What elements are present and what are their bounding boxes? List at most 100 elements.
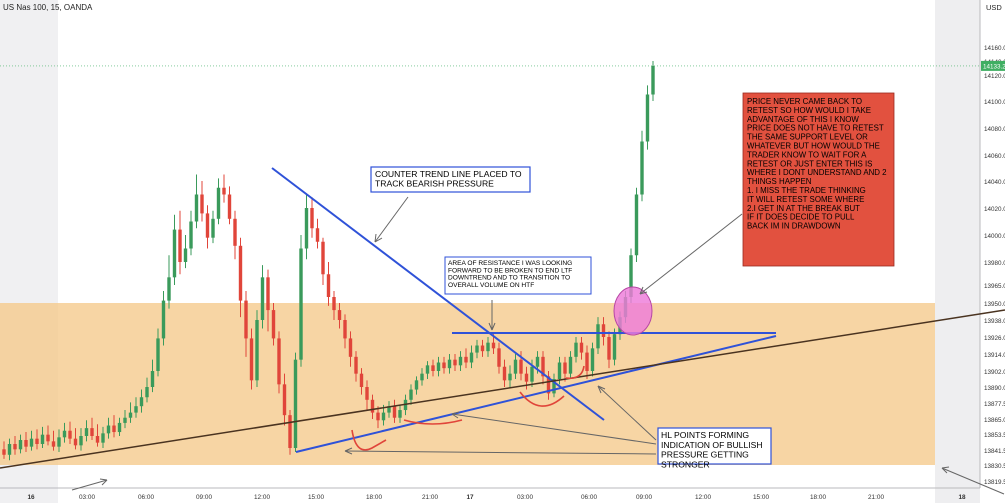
- candle: [453, 354, 457, 371]
- candle-body: [530, 366, 534, 382]
- candle: [387, 401, 391, 418]
- candle-body: [101, 433, 105, 443]
- candle: [607, 331, 611, 369]
- candle: [123, 410, 127, 429]
- candle-body: [216, 187, 221, 219]
- candle: [7, 438, 12, 461]
- candle: [420, 368, 424, 386]
- candle: [343, 314, 347, 349]
- price-tick-label: 13853.5: [984, 432, 1005, 439]
- hl-curve-2: [403, 419, 463, 425]
- candle: [106, 417, 111, 439]
- candle-body: [211, 218, 215, 238]
- time-tick-label: 21:00: [422, 494, 438, 501]
- price-tick-label: 14100.0: [984, 99, 1005, 106]
- candle: [579, 337, 584, 360]
- candle-body: [469, 352, 474, 363]
- candle-body: [238, 245, 243, 301]
- candle-body: [156, 338, 160, 371]
- candle-body: [365, 387, 369, 400]
- candle: [502, 359, 507, 387]
- candle-body: [458, 356, 463, 366]
- time-tick-label: 03:00: [517, 494, 533, 501]
- annotation-arrows: [71, 196, 1005, 495]
- candle-body: [464, 356, 468, 363]
- candle-body: [596, 324, 600, 349]
- candle-body: [651, 65, 655, 95]
- time-tick-label: 15:00: [308, 494, 324, 501]
- candle-body: [491, 342, 496, 349]
- candle: [57, 429, 61, 453]
- arrow-hl-2: [451, 413, 657, 445]
- time-tick-label: 09:00: [636, 494, 652, 501]
- htf-trend-line[interactable]: [0, 309, 1005, 469]
- candle: [260, 265, 265, 329]
- question-note[interactable]: PRICE NEVER CAME BACK TO RETEST SO HOW WO…: [742, 92, 895, 267]
- candle-body: [117, 422, 122, 433]
- candle: [651, 61, 655, 101]
- candle: [541, 351, 545, 385]
- candle-body: [519, 359, 523, 374]
- currency-label: USD: [986, 3, 1002, 12]
- candle-body: [139, 397, 144, 407]
- candle-body: [310, 208, 314, 229]
- candle: [563, 356, 567, 382]
- candle: [365, 380, 369, 411]
- price-tick-label: 13950.0: [984, 301, 1005, 308]
- candle: [293, 352, 298, 453]
- candle-body: [629, 255, 633, 297]
- candle: [475, 339, 479, 359]
- candle: [29, 430, 34, 451]
- candle: [178, 210, 182, 275]
- candle-body: [194, 194, 199, 222]
- time-tick-label: 17: [466, 494, 474, 501]
- candle-body: [359, 373, 364, 387]
- candle-body: [172, 229, 177, 278]
- candle: [117, 417, 122, 436]
- price-axis[interactable]: 14160.014140.014120.014100.014080.014060…: [984, 45, 1005, 486]
- price-tick-label: 13980.0: [984, 260, 1005, 267]
- right-shaded-session: [935, 0, 980, 503]
- candle-body: [282, 384, 287, 416]
- candle-body: [112, 425, 116, 433]
- candle: [464, 348, 468, 369]
- candle-body: [90, 428, 94, 436]
- candle-body: [266, 277, 270, 311]
- price-tick-label: 13841.5: [984, 448, 1005, 455]
- resistance-note[interactable]: AREA OF RESISTANCE I WAS LOOKING FORWARD …: [444, 256, 592, 295]
- candle-body: [84, 428, 89, 436]
- time-tick-label: 18:00: [810, 494, 826, 501]
- candle: [634, 187, 639, 262]
- candle-body: [288, 415, 292, 448]
- candle-body: [29, 438, 34, 447]
- time-axis[interactable]: 16 03:00 06:00 09:00 12:00 15:00 18:00 21:00 17 0…: [27, 494, 966, 501]
- candle-body: [57, 437, 61, 447]
- time-tick-label: 06:00: [138, 494, 154, 501]
- candle-body: [244, 300, 248, 339]
- candle: [337, 303, 342, 329]
- time-tick-label: 09:00: [196, 494, 212, 501]
- candle-body: [387, 406, 391, 413]
- candle: [601, 317, 606, 346]
- symbol-label: US Nas 100, 15, OANDA: [3, 3, 93, 12]
- counter-trend-line[interactable]: [271, 167, 605, 421]
- arrow-hl-3: [597, 385, 657, 441]
- candle-body: [524, 373, 529, 382]
- candle-body: [134, 406, 138, 413]
- candle: [161, 291, 166, 346]
- candle-body: [106, 425, 111, 434]
- breakout-highlight-circle[interactable]: [613, 286, 653, 336]
- candle: [139, 389, 144, 413]
- candle-body: [475, 345, 479, 353]
- candle: [640, 130, 644, 202]
- candle-body: [640, 141, 644, 195]
- higher-low-trend-line[interactable]: [295, 335, 777, 453]
- candle-body: [436, 362, 441, 371]
- candle-body: [409, 389, 413, 400]
- hl-points-note[interactable]: HL POINTS FORMING INDICATION OF BULLISH PR…: [657, 427, 772, 469]
- candle: [84, 420, 89, 442]
- hl-curve-1: [351, 429, 387, 451]
- price-tick-label: 14040.0: [984, 179, 1005, 186]
- counter-trend-note[interactable]: COUNTER TREND LINE PLACED TO TRACK BEARIS…: [370, 166, 531, 193]
